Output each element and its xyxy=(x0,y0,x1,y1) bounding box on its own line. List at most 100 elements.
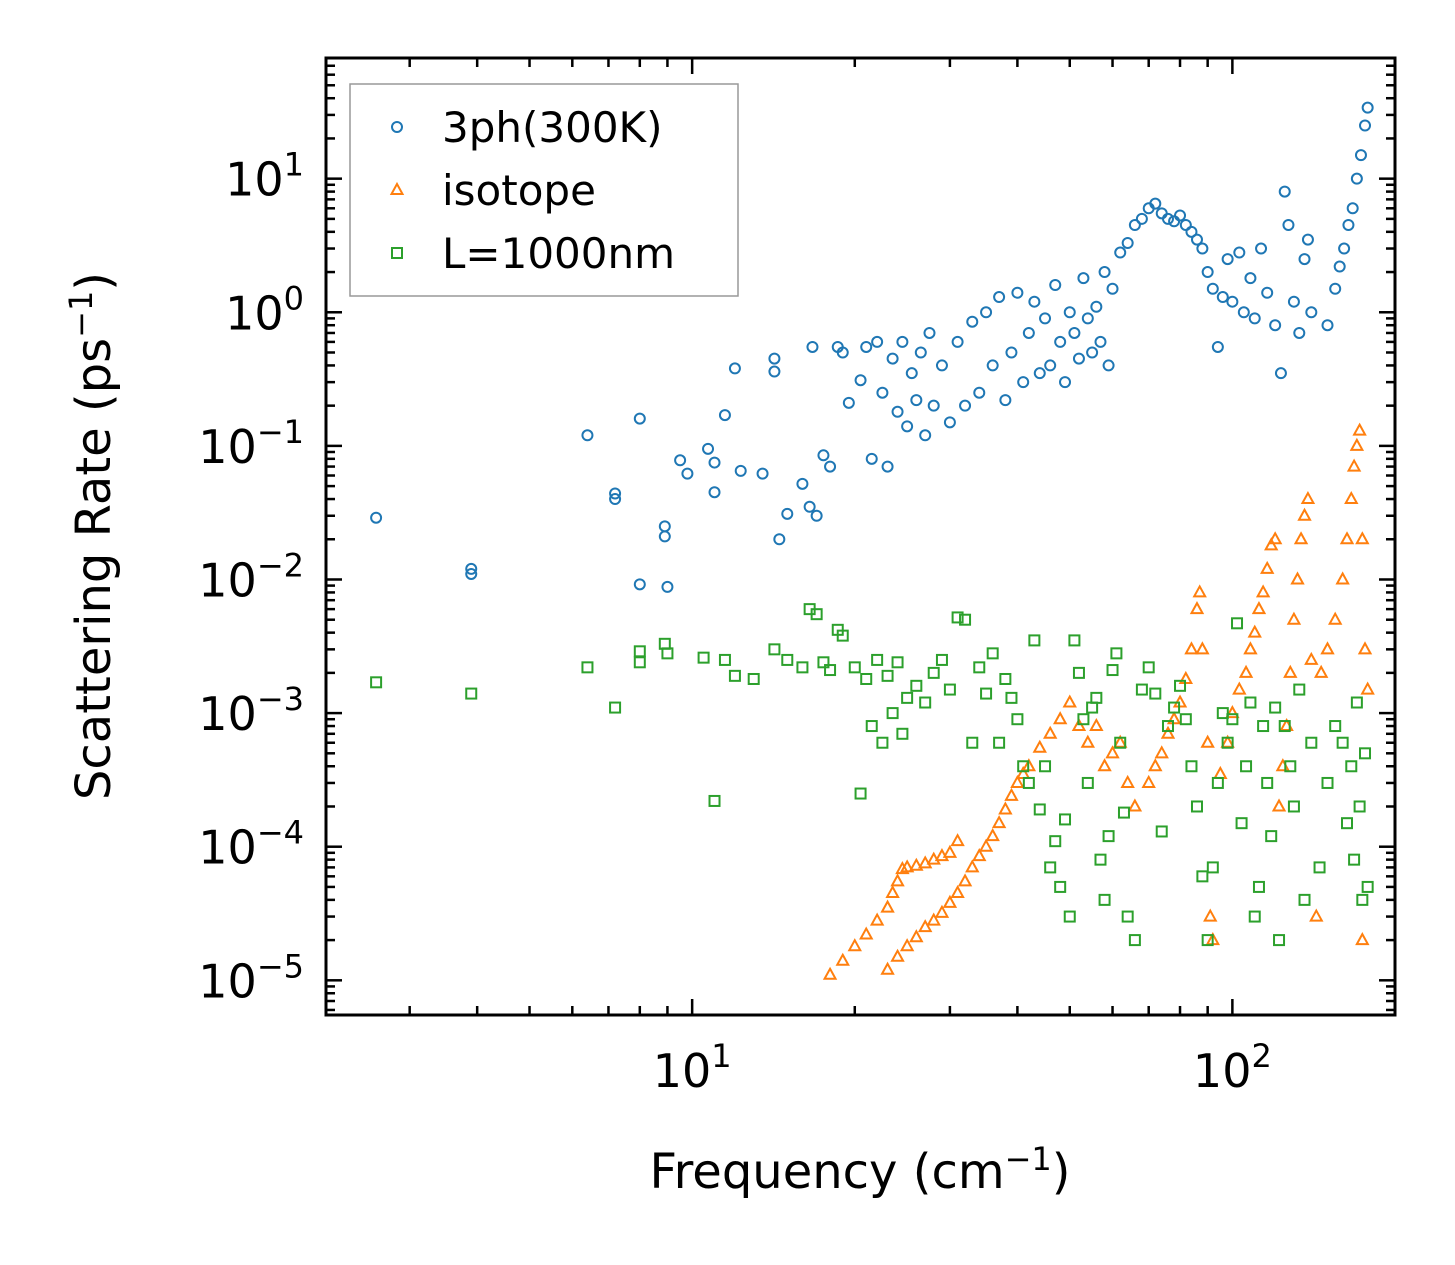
data-point xyxy=(1086,346,1099,359)
data-point xyxy=(1282,218,1295,231)
data-point xyxy=(957,873,973,887)
data-point xyxy=(891,405,904,418)
data-point xyxy=(1106,664,1119,677)
data-point xyxy=(1243,641,1258,655)
data-point xyxy=(1355,531,1370,545)
data-point xyxy=(1128,934,1141,947)
data-point xyxy=(1155,825,1168,838)
y-tick-label: 10−5 xyxy=(198,947,304,1008)
data-point xyxy=(942,844,958,858)
y-axis-title: Scattering Rate (ps−1) xyxy=(62,272,122,800)
data-point xyxy=(1090,691,1103,704)
data-point xyxy=(824,460,837,473)
data-point xyxy=(465,687,478,700)
data-point xyxy=(1200,734,1215,748)
data-point xyxy=(1346,202,1359,215)
data-point xyxy=(959,399,972,412)
data-point xyxy=(1361,101,1374,114)
data-point xyxy=(708,486,721,499)
data-point xyxy=(909,857,924,871)
legend-label-3ph: 3ph(300K) xyxy=(442,103,662,152)
data-point xyxy=(886,707,899,720)
data-point xyxy=(1011,286,1024,299)
data-point xyxy=(1238,664,1254,678)
data-point xyxy=(871,653,884,666)
data-point xyxy=(1089,717,1104,732)
data-point xyxy=(901,691,914,704)
data-point xyxy=(1335,571,1350,585)
data-point xyxy=(1349,437,1365,451)
data-point xyxy=(905,367,918,380)
data-point xyxy=(950,833,965,847)
data-point xyxy=(1248,910,1261,923)
data-point xyxy=(1120,774,1135,788)
data-point xyxy=(999,672,1012,685)
data-point xyxy=(1287,800,1300,813)
data-point xyxy=(1320,641,1335,655)
data-point xyxy=(702,442,715,455)
data-point xyxy=(1098,266,1111,279)
data-point xyxy=(810,608,823,621)
data-point xyxy=(1345,760,1358,773)
data-point xyxy=(1225,705,1240,719)
data-point xyxy=(1017,760,1030,773)
data-point xyxy=(919,696,932,709)
data-point xyxy=(1028,295,1041,308)
data-point xyxy=(993,736,1006,749)
data-point xyxy=(1301,233,1314,246)
data-point xyxy=(1005,691,1018,704)
data-point xyxy=(1328,611,1343,625)
data-point xyxy=(1240,760,1253,773)
legend-marker-3ph xyxy=(391,121,403,133)
legend-frame xyxy=(349,83,739,297)
data-point xyxy=(1128,218,1141,231)
data-point xyxy=(1252,880,1265,893)
data-point xyxy=(1022,326,1035,339)
data-point xyxy=(1179,713,1192,726)
data-point xyxy=(1149,687,1162,700)
data-point xyxy=(966,736,979,749)
data-point xyxy=(890,873,905,887)
data-point xyxy=(880,961,895,975)
data-point xyxy=(869,912,885,926)
data-point xyxy=(728,362,741,375)
data-point xyxy=(972,848,987,862)
data-point xyxy=(1049,278,1062,291)
data-point xyxy=(935,359,948,372)
data-point xyxy=(1206,861,1219,874)
data-point xyxy=(1361,880,1374,893)
data-point xyxy=(1054,880,1067,893)
data-point xyxy=(781,653,794,666)
data-point xyxy=(973,386,986,399)
data-point xyxy=(768,643,781,656)
data-point xyxy=(810,509,823,522)
data-point xyxy=(1106,282,1119,295)
data-point xyxy=(1114,736,1127,749)
data-point xyxy=(1201,934,1214,947)
data-point xyxy=(1068,634,1081,647)
data-point xyxy=(609,493,622,506)
data-point xyxy=(842,396,855,409)
data-point xyxy=(1233,246,1246,259)
data-point xyxy=(1004,787,1019,801)
data-point xyxy=(1333,260,1346,273)
data-point xyxy=(1321,319,1334,332)
data-point xyxy=(854,787,867,800)
data-point xyxy=(1298,253,1311,266)
data-point xyxy=(966,315,979,328)
data-point xyxy=(1211,340,1224,353)
data-point xyxy=(1284,760,1297,773)
data-point xyxy=(1226,295,1239,308)
data-point xyxy=(1174,679,1187,692)
data-point xyxy=(633,578,646,591)
data-point xyxy=(1304,651,1319,665)
data-point xyxy=(914,346,927,359)
data-point xyxy=(708,794,721,807)
data-point xyxy=(1201,266,1214,279)
data-point xyxy=(1102,359,1115,372)
data-point xyxy=(1255,584,1271,598)
data-point xyxy=(756,467,769,480)
data-point xyxy=(1255,242,1268,255)
data-point xyxy=(1313,664,1329,678)
